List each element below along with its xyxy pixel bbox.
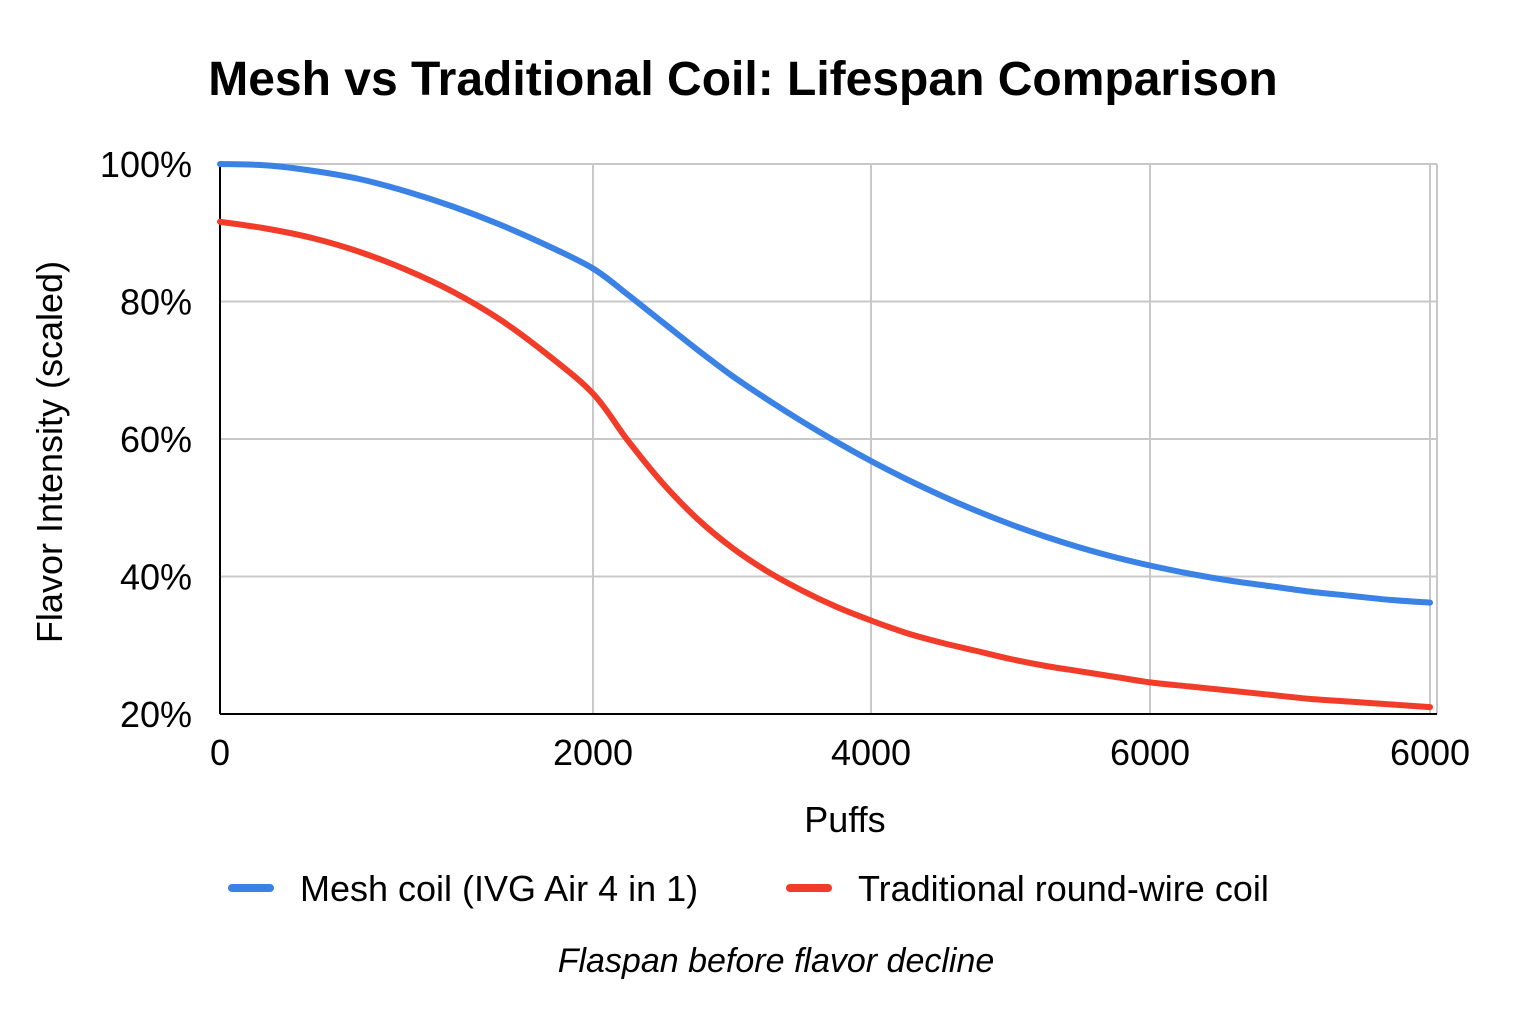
series-line-traditional-coil — [217, 218, 1433, 711]
x-tick-label: 0 — [210, 732, 230, 773]
y-axis-ticks: 20% 40% 60% 80% 100% — [100, 144, 192, 735]
series-line-mesh-coil — [217, 161, 1433, 606]
x-tick-label: 6000 — [1110, 732, 1190, 773]
y-axis-label: Flavor Intensity (scaled) — [29, 261, 70, 643]
x-tick-label: 2000 — [553, 732, 633, 773]
legend-label: Traditional round-wire coil — [858, 868, 1269, 909]
chart-caption: Flaspan before flavor decline — [558, 942, 995, 980]
y-tick-label: 20% — [120, 694, 192, 735]
legend: Mesh coil (IVG Air 4 in 1) Traditional ro… — [228, 868, 1269, 909]
y-tick-label: 60% — [120, 419, 192, 460]
x-tick-label: 4000 — [831, 732, 911, 773]
y-tick-label: 40% — [120, 557, 192, 598]
chart-title: Mesh vs Traditional Coil: Lifespan Compa… — [208, 53, 1278, 106]
grid — [220, 163, 1438, 714]
x-axis-ticks: 0 2000 4000 6000 6000 — [210, 732, 1470, 773]
y-tick-label: 100% — [100, 144, 192, 185]
series-lines — [217, 161, 1433, 711]
y-tick-label: 80% — [120, 282, 192, 323]
x-tick-label: 6000 — [1390, 732, 1470, 773]
legend-label: Mesh coil (IVG Air 4 in 1) — [300, 868, 698, 909]
x-axis-label: Puffs — [804, 799, 885, 840]
axes — [219, 164, 1437, 715]
